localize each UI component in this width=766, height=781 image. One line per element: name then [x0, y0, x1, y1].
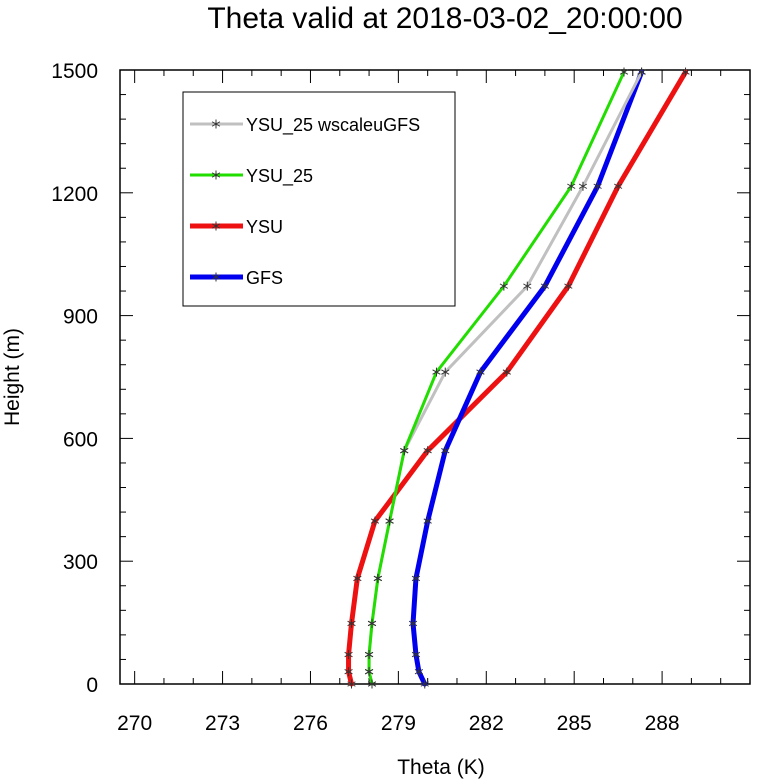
series-point [502, 367, 511, 377]
x-tick-label: 285 [557, 712, 592, 735]
series-point [364, 650, 374, 660]
x-tick-label: 279 [381, 712, 416, 735]
series-point [567, 181, 576, 191]
series-point [540, 281, 550, 291]
series-point [476, 367, 485, 377]
x-tick-label: 273 [205, 712, 240, 735]
series-point [400, 446, 409, 456]
x-tick-label: 282 [469, 712, 504, 735]
series-point [411, 650, 421, 660]
series-point [211, 119, 221, 129]
series-point [613, 181, 623, 191]
y-tick-label: 300 [63, 551, 98, 574]
y-tick-label: 600 [63, 428, 98, 451]
series-point [344, 667, 353, 677]
series-layer [344, 67, 690, 689]
series-point [637, 67, 646, 77]
series-point [370, 516, 380, 526]
series-point [523, 281, 532, 291]
y-tick-label: 1200 [51, 183, 98, 206]
plot-frame [119, 69, 751, 685]
tick-labels: 270 273 276 279 282 285 288 0 300 600 900 1200 1500 [51, 60, 679, 735]
series-point [499, 281, 509, 291]
x-tick-label: 270 [117, 712, 152, 735]
series-point [353, 573, 362, 583]
series-point [373, 573, 383, 583]
legend: YSU_25 wscaleuGFS YSU_25 YSU GFS [190, 115, 420, 288]
series-point [420, 679, 429, 689]
series-point [564, 281, 573, 291]
legend-label: YSU_25 [246, 166, 313, 187]
series-point [619, 67, 629, 77]
series-point [593, 181, 602, 191]
series-point [347, 618, 356, 628]
y-tick-label: 0 [86, 674, 98, 697]
series-point [347, 679, 356, 689]
series-point [432, 367, 441, 377]
series-point [441, 367, 450, 377]
series-point [423, 446, 432, 456]
axis-ticks [120, 69, 751, 685]
y-tick-label: 1500 [51, 60, 98, 83]
series-point [367, 679, 377, 689]
legend-label: YSU [246, 217, 283, 237]
legend-box [182, 91, 456, 307]
series-point [211, 272, 221, 282]
series-point [408, 618, 418, 628]
series-point [414, 667, 424, 677]
x-tick-label: 276 [293, 712, 328, 735]
x-tick-label: 288 [645, 712, 680, 735]
series-point [411, 573, 421, 583]
series-point [441, 446, 450, 456]
series-point [367, 618, 377, 628]
legend-label: YSU_25 wscaleuGFS [246, 115, 420, 136]
series-point [211, 221, 221, 231]
series-point [423, 516, 432, 526]
chart-title: Theta valid at 2018-03-02_20:00:00 [207, 2, 682, 35]
series-point [681, 67, 690, 77]
series-point [211, 170, 221, 180]
legend-label: GFS [246, 268, 283, 288]
series-point [364, 667, 374, 677]
y-axis-label: Height (m) [1, 328, 24, 426]
series-point [344, 650, 353, 660]
x-axis-label: Theta (K) [397, 756, 485, 779]
series-point [385, 516, 394, 526]
y-tick-label: 900 [63, 306, 98, 329]
series-point [578, 181, 588, 191]
